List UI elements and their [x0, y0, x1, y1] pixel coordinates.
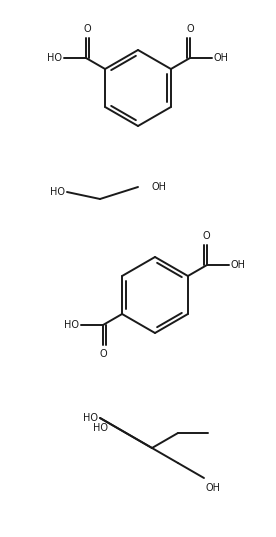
Text: HO: HO: [47, 53, 62, 63]
Text: OH: OH: [206, 483, 221, 493]
Text: O: O: [99, 349, 107, 359]
Text: HO: HO: [83, 413, 98, 423]
Text: OH: OH: [231, 260, 246, 270]
Text: O: O: [186, 24, 194, 34]
Text: O: O: [202, 231, 210, 241]
Text: HO: HO: [92, 423, 108, 433]
Text: O: O: [83, 24, 91, 34]
Text: HO: HO: [50, 187, 65, 197]
Text: OH: OH: [152, 182, 167, 192]
Text: OH: OH: [214, 53, 229, 63]
Text: HO: HO: [64, 320, 79, 330]
